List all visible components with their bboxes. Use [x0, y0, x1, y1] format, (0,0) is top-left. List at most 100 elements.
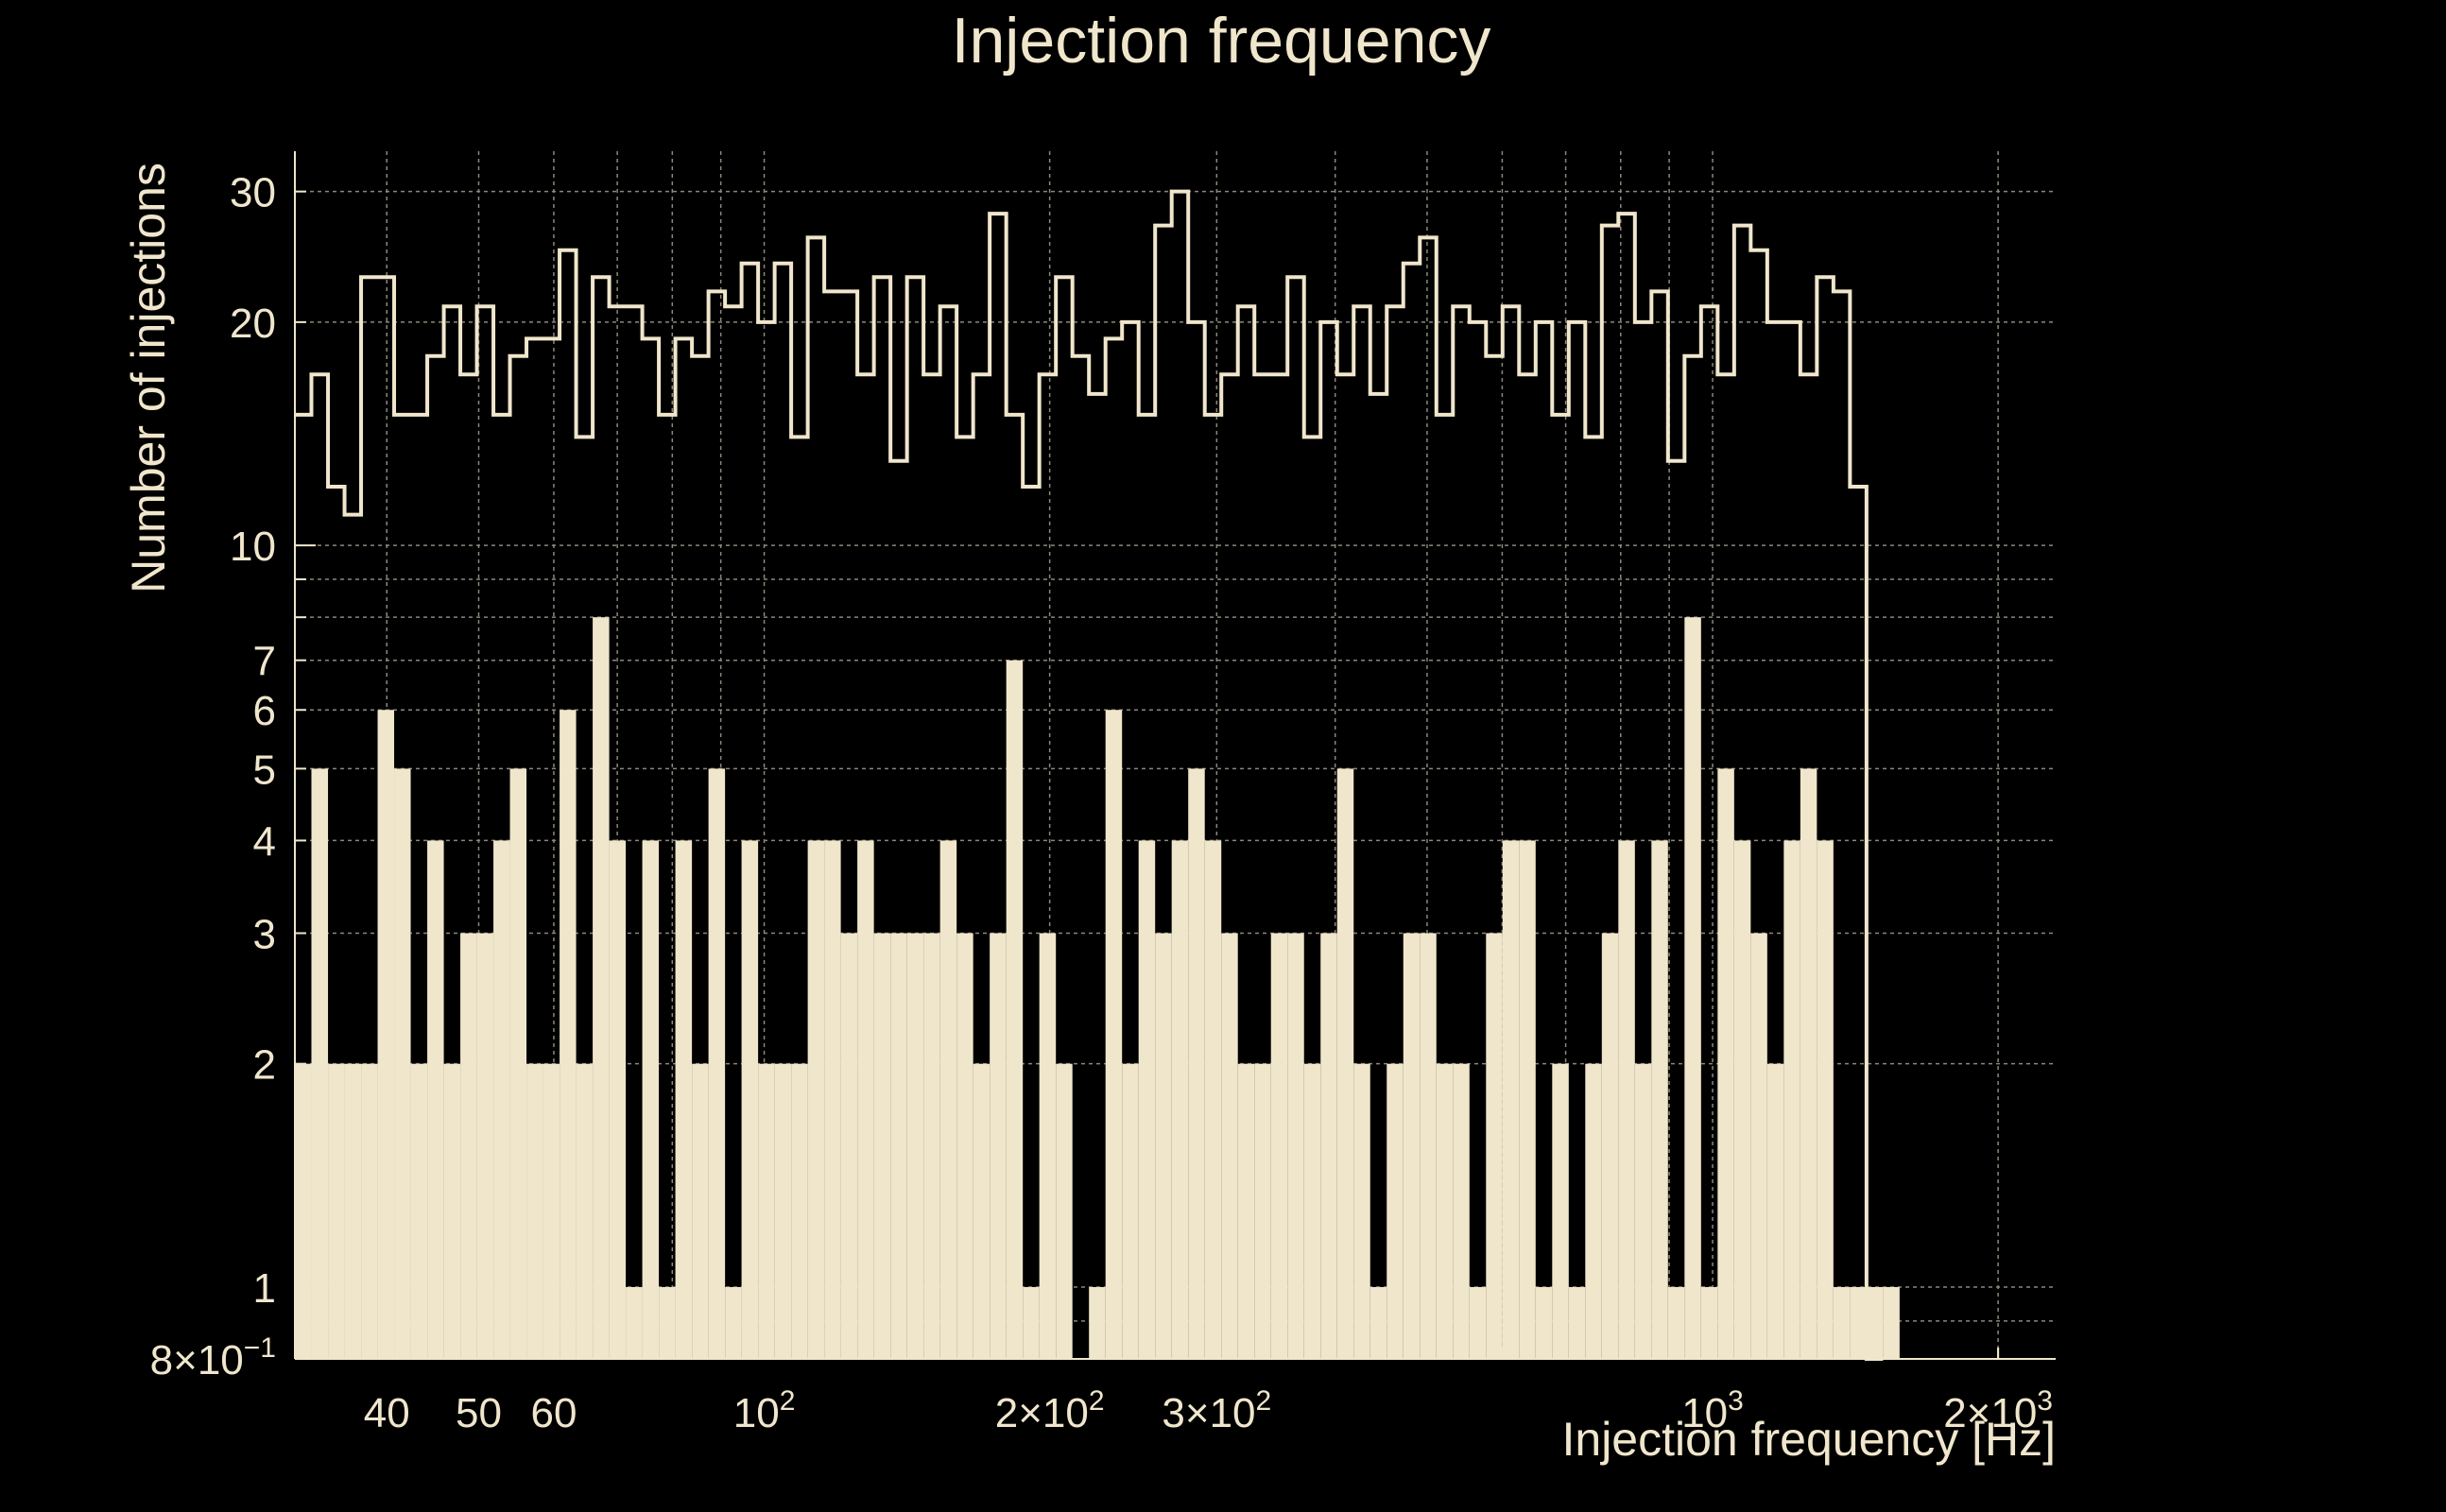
- bar: [1618, 840, 1635, 1359]
- bar: [1188, 768, 1205, 1359]
- y-tick-label: 30: [230, 170, 276, 216]
- bar: [560, 710, 577, 1359]
- bar: [410, 1063, 428, 1359]
- bar: [1502, 840, 1520, 1359]
- bar: [1766, 1063, 1784, 1359]
- x-axis-label: Injection frequency [Hz]: [1562, 1413, 2057, 1466]
- bar: [1700, 1286, 1718, 1359]
- bar: [1783, 840, 1800, 1359]
- bar: [1519, 840, 1536, 1359]
- y-tick-label: 4: [253, 818, 276, 865]
- bar: [509, 768, 527, 1359]
- bar: [1833, 1286, 1851, 1359]
- bar: [427, 840, 444, 1359]
- bar: [1535, 1286, 1553, 1359]
- bar: [1817, 840, 1834, 1359]
- bar: [675, 840, 693, 1359]
- bar: [990, 933, 1007, 1359]
- bar: [576, 1063, 594, 1359]
- bar: [1387, 1063, 1404, 1359]
- bar: [328, 1063, 345, 1359]
- bar: [361, 1063, 378, 1359]
- bar: [1651, 840, 1668, 1359]
- bar: [1850, 1286, 1867, 1359]
- bar: [774, 1063, 792, 1359]
- bar: [659, 1286, 676, 1359]
- bar: [1469, 1286, 1487, 1359]
- x-tick-label: 2×103: [1943, 1385, 2053, 1436]
- y-axis-label: Number of injections: [122, 163, 175, 593]
- bar: [1303, 1063, 1321, 1359]
- chart-title: Injection frequency: [952, 5, 1491, 77]
- bar: [692, 1063, 709, 1359]
- bar: [626, 1286, 643, 1359]
- bar: [1237, 1063, 1255, 1359]
- bar: [311, 768, 329, 1359]
- bar: [1585, 1063, 1602, 1359]
- bar: [295, 1063, 312, 1359]
- bar: [1171, 840, 1189, 1359]
- bar: [609, 840, 627, 1359]
- bar: [526, 1063, 543, 1359]
- bar: [1750, 933, 1767, 1359]
- y-tick-label: 20: [230, 301, 276, 347]
- bar: [1221, 933, 1238, 1359]
- axes: [294, 151, 2056, 1360]
- bar: [377, 710, 395, 1359]
- bar: [1667, 1286, 1685, 1359]
- y-tick-label: 8×10−1: [150, 1332, 276, 1383]
- bar: [824, 840, 841, 1359]
- bar: [923, 933, 940, 1359]
- bar: [493, 840, 510, 1359]
- bar: [1486, 933, 1503, 1359]
- y-tick-label: 2: [253, 1042, 276, 1089]
- bar: [1155, 933, 1172, 1359]
- bar: [939, 840, 957, 1359]
- bar: [1733, 840, 1751, 1359]
- bar: [708, 768, 726, 1359]
- bar: [873, 933, 891, 1359]
- x-tick-label: 60: [530, 1390, 577, 1436]
- bar: [890, 933, 907, 1359]
- bar: [1006, 660, 1024, 1359]
- bar: [857, 840, 874, 1359]
- bar: [741, 840, 759, 1359]
- bar: [1436, 1063, 1454, 1359]
- y-tick-label: 10: [230, 524, 276, 570]
- step-series-line: [295, 189, 1884, 1361]
- y-tick-label: 7: [253, 639, 276, 685]
- bar: [1056, 1063, 1073, 1359]
- bar: [344, 1063, 362, 1359]
- bar: [443, 1063, 461, 1359]
- bar: [1883, 1286, 1900, 1359]
- bar: [1039, 933, 1057, 1359]
- x-tick-label: 40: [364, 1390, 410, 1436]
- bar: [394, 768, 411, 1359]
- bar: [1287, 933, 1304, 1359]
- bar: [1634, 1063, 1652, 1359]
- bar: [1122, 1063, 1139, 1359]
- bar: [1023, 1286, 1040, 1359]
- bar: [642, 840, 660, 1359]
- bar: [956, 933, 973, 1359]
- x-tick-labels: 40 50 60 102 2×102 3×102 103 2×103: [364, 1385, 2053, 1436]
- y-tick-labels: 8×10−1 1 2 3 4 5 67 10 20 30: [150, 170, 276, 1383]
- bar: [593, 617, 610, 1359]
- x-tick-label: 102: [733, 1385, 796, 1436]
- bar: [476, 933, 494, 1359]
- bar: [1800, 768, 1817, 1359]
- bar: [1684, 617, 1701, 1359]
- x-tick-label: 50: [456, 1390, 502, 1436]
- bar: [1105, 710, 1123, 1359]
- bar: [725, 1286, 742, 1359]
- bar: [1204, 840, 1222, 1359]
- bar: [1601, 933, 1619, 1359]
- bar-series: [295, 617, 1900, 1359]
- bar: [1403, 933, 1421, 1359]
- bar: [840, 933, 858, 1359]
- bar: [543, 1063, 560, 1359]
- bar: [758, 1063, 775, 1359]
- bar: [1369, 1286, 1387, 1359]
- bar: [1270, 933, 1288, 1359]
